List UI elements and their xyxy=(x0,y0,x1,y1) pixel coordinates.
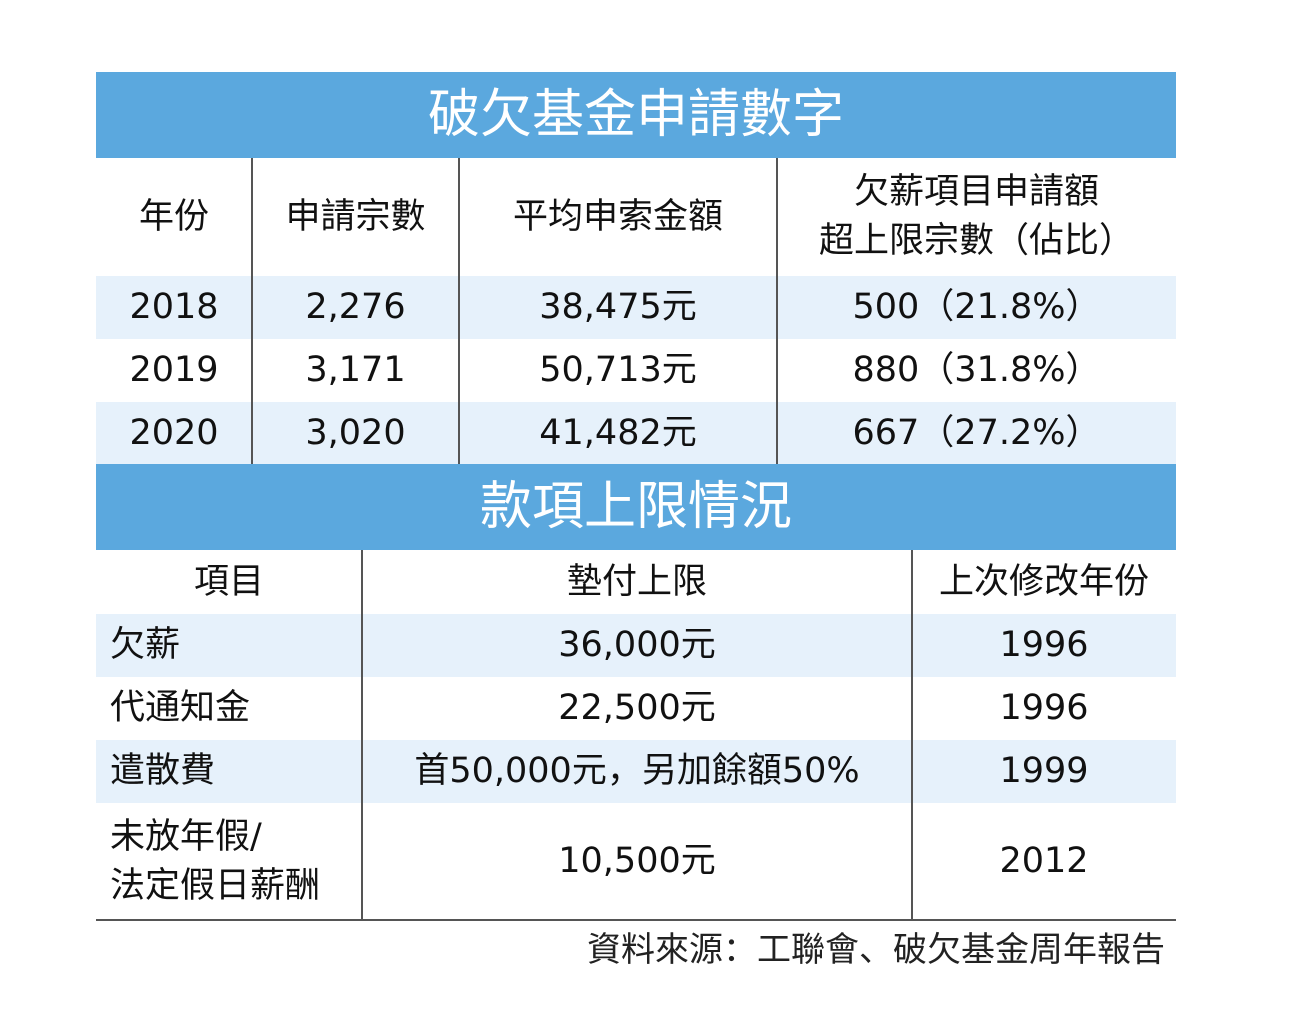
table-cell: 500（21.8%） xyxy=(852,287,1101,327)
table-cell: 36,000元 xyxy=(558,625,716,665)
row-background xyxy=(96,614,1176,677)
table-cell: 2012 xyxy=(999,841,1089,881)
column-divider xyxy=(776,158,778,465)
header-cell: 上次修改年份 xyxy=(938,561,1149,602)
table-cell: 代通知金 xyxy=(110,688,251,728)
table-bottom-rule xyxy=(96,919,1176,921)
source-note: 資料來源：工聯會、破欠基金周年報告 xyxy=(587,930,1165,971)
row-background xyxy=(96,402,1176,465)
header-cell: 申請宗數 xyxy=(285,196,426,237)
table-cell: 欠薪 xyxy=(110,625,181,665)
row-background xyxy=(96,803,1176,920)
table-cell: 3,020 xyxy=(305,413,406,453)
cell-line: 超上限宗數（佔比） xyxy=(818,221,1134,261)
header-cell: 項目 xyxy=(193,561,264,602)
table-cell: 38,475元 xyxy=(539,287,697,327)
column-divider xyxy=(361,550,363,920)
header-cell: 平均申索金額 xyxy=(512,196,723,237)
table-cell: 1999 xyxy=(999,751,1089,791)
table-cell: 2020 xyxy=(129,413,219,453)
table-cell: 2018 xyxy=(129,287,219,327)
column-divider xyxy=(458,158,460,465)
table-cell: 首50,000元，另加餘額50% xyxy=(414,751,860,791)
table-cell: 2,276 xyxy=(305,287,406,327)
header-cell: 年份 xyxy=(138,196,209,237)
cell-line: 未放年假/ xyxy=(110,816,262,857)
column-divider xyxy=(911,550,913,920)
table-cell: 遣散費 xyxy=(110,751,216,791)
row-background xyxy=(96,276,1176,339)
row-background xyxy=(96,740,1176,803)
table-cell: 41,482元 xyxy=(539,413,697,453)
table-title: 破欠基金申請數字 xyxy=(96,72,1176,158)
column-divider xyxy=(251,158,253,465)
cell-line: 法定假日薪酬 xyxy=(110,865,321,906)
table-title: 款項上限情況 xyxy=(96,464,1176,550)
table-cell: 1996 xyxy=(999,625,1089,665)
table-cell: 10,500元 xyxy=(558,841,716,881)
row-background xyxy=(96,339,1176,402)
table-cell: 880（31.8%） xyxy=(852,350,1101,390)
table-cell: 未放年假/法定假日薪酬 xyxy=(96,803,362,920)
table-cell: 667（27.2%） xyxy=(852,413,1101,453)
header-cell: 欠薪項目申請額 超上限宗數（佔比） xyxy=(777,158,1176,276)
table-cell: 1996 xyxy=(999,688,1089,728)
table-cell: 3,171 xyxy=(305,350,406,390)
table-cell: 2019 xyxy=(129,350,219,390)
row-background xyxy=(96,677,1176,740)
table-cell: 50,713元 xyxy=(539,350,697,390)
header-cell: 墊付上限 xyxy=(566,561,707,602)
cell-line: 欠薪項目申請額 xyxy=(853,172,1099,212)
table-cell: 22,500元 xyxy=(558,688,716,728)
